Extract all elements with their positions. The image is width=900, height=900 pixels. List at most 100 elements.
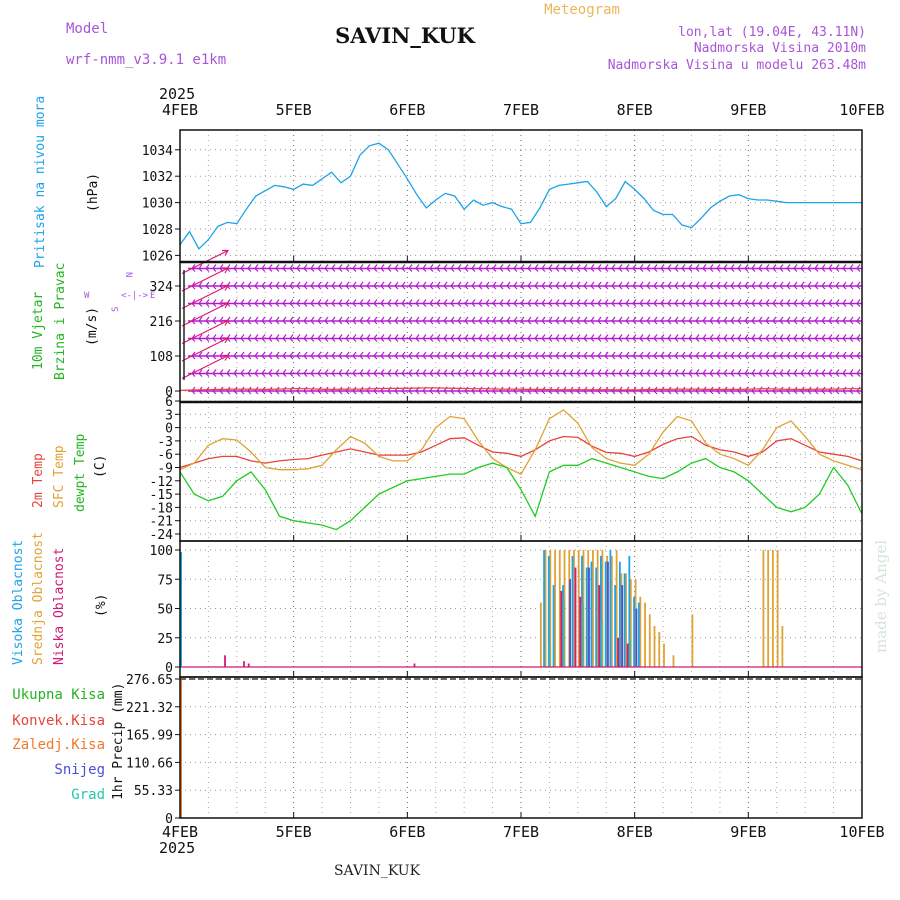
wind-barb: [324, 303, 329, 307]
wind-barb: [429, 264, 434, 269]
wind-barb: [821, 264, 826, 269]
wind-barb: [849, 320, 854, 325]
wind-barb: [352, 369, 357, 374]
wind-barb: [520, 373, 525, 377]
wind-barb: [387, 303, 392, 307]
y-tick-label: 100: [150, 544, 173, 559]
credit-watermark: made by Angel: [872, 540, 890, 653]
wind-barb: [765, 264, 770, 269]
wind-barb: [324, 285, 329, 290]
wind-barb: [660, 316, 665, 322]
wind-barb: [268, 299, 273, 304]
wind-barb: [387, 268, 392, 272]
wind-barb: [667, 303, 672, 307]
sfc-temp-line: [179, 409, 863, 475]
wind-barb: [366, 334, 371, 339]
wind-barb: [842, 281, 847, 287]
compass-e: E: [150, 291, 155, 301]
wind-barb: [828, 299, 833, 304]
wind-barb: [821, 355, 826, 360]
wind-barb: [590, 303, 595, 307]
pressure-side-label: Pritisak na nivou mora: [33, 96, 48, 268]
wind-barb: [660, 281, 665, 287]
wind-barb: [793, 264, 798, 269]
wind-barb: [765, 299, 770, 304]
wind-barb: [520, 355, 525, 360]
wind-unit: (m/s): [85, 307, 100, 346]
wind-barb: [618, 316, 623, 322]
wind-barb: [520, 299, 525, 304]
wind-barb: [842, 320, 847, 325]
wind-barb: [625, 281, 630, 287]
wind-barb: [716, 281, 721, 287]
wind-barb: [443, 281, 448, 287]
wind-barb: [331, 299, 336, 304]
wind-barb: [835, 268, 840, 272]
wind-barb: [849, 390, 854, 395]
wind-barb: [345, 338, 350, 342]
cloud-bar: [549, 550, 552, 667]
wind-barb: [254, 264, 259, 269]
wind-barb: [842, 355, 847, 360]
wind-barb: [310, 303, 315, 307]
wind-barb: [352, 334, 357, 339]
wind-barb: [408, 281, 413, 287]
wind-barb: [478, 334, 483, 339]
temp-2m-line: [179, 435, 863, 469]
wind-barb: [548, 320, 553, 325]
wind-barb: [457, 369, 462, 374]
wind-barb: [702, 316, 707, 322]
wind-barb: [856, 320, 861, 325]
wind-barb: [240, 369, 245, 374]
wind-barb: [296, 334, 301, 339]
wind-barb: [352, 264, 357, 269]
wind-barb: [646, 281, 651, 287]
wind-barb: [835, 299, 840, 304]
wind-barb: [702, 390, 707, 395]
wind-barb: [695, 316, 700, 322]
wind-barb: [618, 285, 623, 290]
top-day-label: 7FEB: [503, 101, 539, 119]
wind-barb: [807, 281, 812, 287]
wind-barb: [499, 355, 504, 360]
wind-barb: [541, 390, 546, 395]
wind-barb: [282, 338, 287, 342]
wind-barb: [247, 338, 252, 342]
wind-barb: [324, 351, 329, 357]
wind-barb: [205, 338, 210, 342]
wind-barb: [590, 351, 595, 357]
wind-barb: [702, 334, 707, 339]
wind-barb: [660, 338, 665, 342]
wind-barb: [597, 334, 602, 339]
wind-barb: [534, 285, 539, 290]
wind-barb: [821, 303, 826, 307]
wind-barb: [821, 351, 826, 357]
wind-barb: [856, 355, 861, 360]
wind-barb: [387, 390, 392, 395]
wind-barb: [268, 355, 273, 360]
wind-barb: [443, 338, 448, 342]
wind-barb: [275, 268, 280, 272]
wind-barb: [212, 369, 217, 374]
wind-barb: [800, 320, 805, 325]
cloud-bar: [571, 555, 574, 667]
wind-barb: [261, 264, 266, 269]
wind-barb: [576, 373, 581, 377]
wind-barb: [590, 390, 595, 395]
wind-reference-arrow: [181, 354, 229, 380]
wind-barb: [492, 355, 497, 360]
wind-barb: [506, 285, 511, 290]
wind-barb: [331, 355, 336, 360]
wind-barb: [709, 355, 714, 360]
wind-barb: [723, 369, 728, 374]
y-tick-label: 108: [150, 350, 173, 365]
wind-barb: [443, 316, 448, 322]
wind-barb: [429, 281, 434, 287]
wind-barb: [394, 285, 399, 290]
wind-barb: [387, 369, 392, 374]
wind-barb: [646, 303, 651, 307]
wind-barb: [695, 320, 700, 325]
bottom-day-label: 4FEB: [162, 823, 198, 841]
wind-barb: [450, 351, 455, 357]
wind-barb: [800, 351, 805, 357]
